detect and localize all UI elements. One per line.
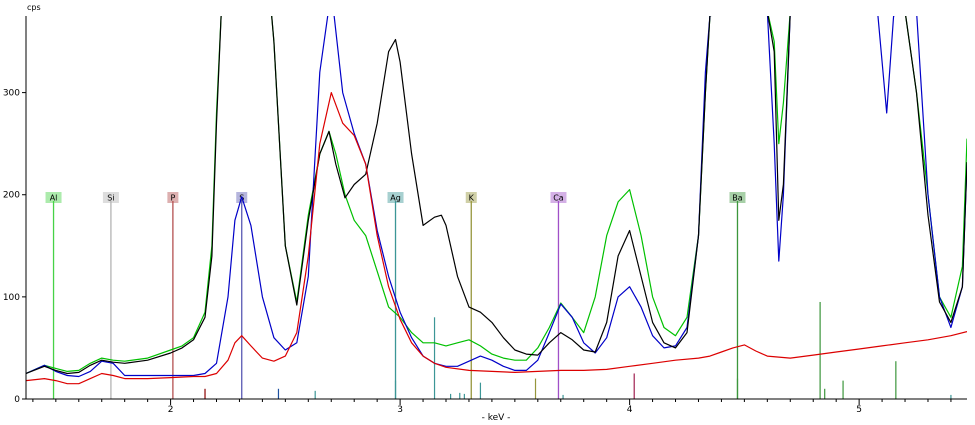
- marker-box-al: [45, 192, 62, 203]
- spectrum-series-3: [26, 92, 967, 385]
- marker-label-ag: Ag: [390, 194, 401, 203]
- x-tick-label-2: 2: [168, 405, 174, 415]
- marker-box-ba: [729, 192, 746, 203]
- x-tick-label-4: 4: [627, 405, 633, 415]
- x-axis-label: - keV -: [482, 413, 511, 423]
- y-tick-label-200: 200: [3, 191, 20, 201]
- y-tick-label-100: 100: [3, 293, 20, 303]
- marker-box-ca: [550, 192, 567, 203]
- marker-label-ca: Ca: [553, 194, 564, 203]
- spectrum-series-2: [26, 16, 967, 375]
- marker-label-p: P: [170, 194, 175, 203]
- marker-label-ba: Ba: [732, 194, 742, 203]
- marker-label-si: Si: [107, 194, 114, 203]
- y-tick-label-0: 0: [14, 395, 20, 405]
- marker-box-k: [465, 192, 477, 203]
- marker-box-ag: [387, 192, 404, 203]
- marker-box-p: [167, 192, 179, 203]
- marker-label-k: K: [469, 194, 475, 203]
- y-unit-label: cps: [27, 3, 41, 12]
- y-tick-label-300: 300: [3, 89, 20, 99]
- axes-group: cps - keV - 0 100 200 300 2 3 4 5: [3, 3, 967, 423]
- x-tick-label-3: 3: [397, 405, 403, 415]
- marker-box-si: [102, 192, 119, 203]
- x-tick-label-5: 5: [856, 405, 862, 415]
- spectrum-series-1: [26, 16, 967, 378]
- series-group: [26, 16, 967, 385]
- marker-label-al: Al: [50, 194, 58, 203]
